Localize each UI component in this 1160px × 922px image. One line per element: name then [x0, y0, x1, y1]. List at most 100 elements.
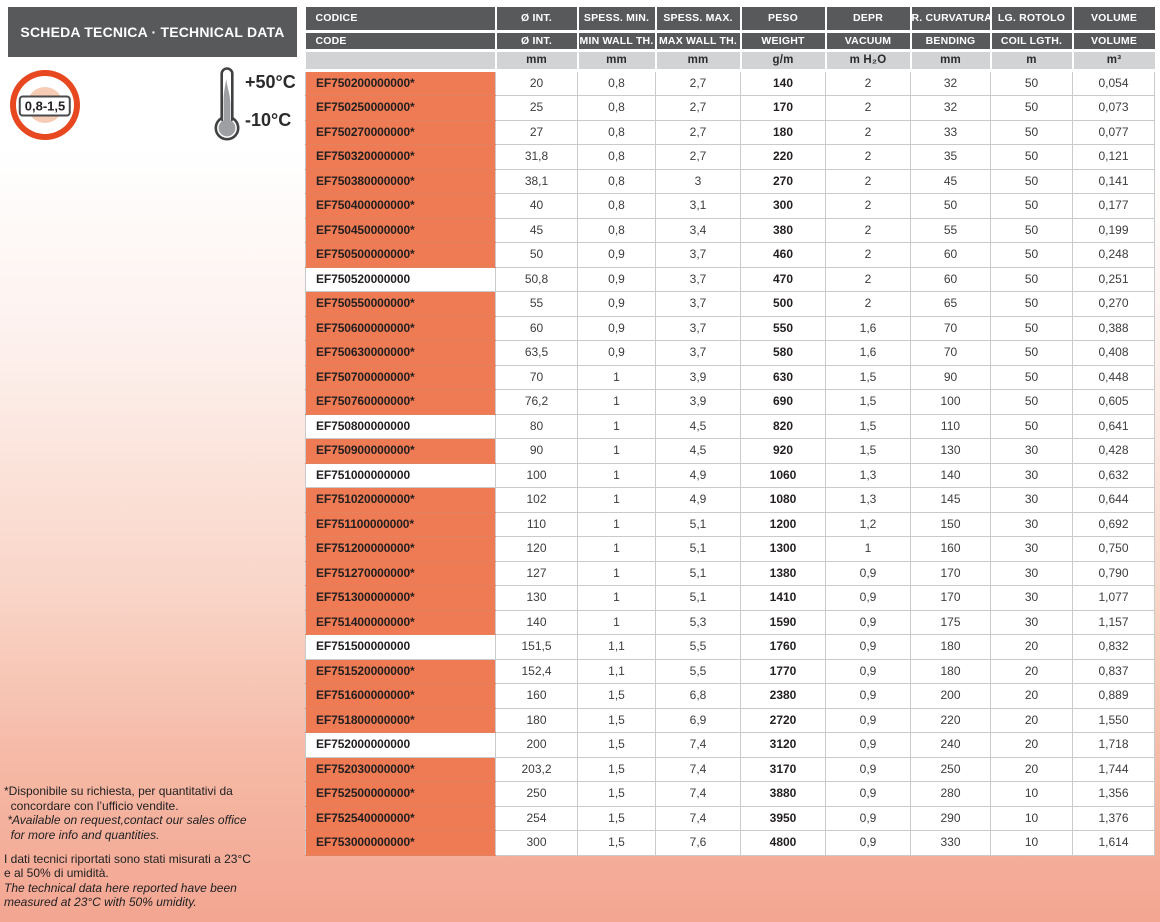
value-cell: 180	[910, 658, 991, 684]
code-cell: EF751270000000*	[305, 560, 496, 586]
code-cell: EF750500000000*	[305, 242, 496, 268]
value-cell: 33	[910, 119, 991, 145]
value-cell: 6,8	[655, 683, 741, 709]
value-cell: 30	[990, 585, 1073, 611]
table-row: EF751200000000* 120 1 5,1 1300 1 160 30 0,750	[305, 536, 1155, 562]
value-cell: 150	[910, 511, 991, 537]
value-cell: 50	[990, 291, 1073, 317]
unit-mm-2: mm	[576, 50, 656, 72]
value-cell: 76,2	[495, 389, 578, 415]
table-body: EF750200000000* 20 0,8 2,7 140 2 32 50 0,054 EF75…	[305, 69, 1155, 856]
value-cell: 0,9	[825, 781, 911, 807]
value-cell: 2	[825, 193, 911, 219]
value-cell: 110	[495, 511, 578, 537]
value-cell: 30	[990, 462, 1073, 488]
value-cell: 127	[495, 560, 578, 586]
value-cell: 1590	[740, 609, 826, 635]
value-cell: 0,8	[577, 69, 656, 96]
value-cell: 1,5	[577, 781, 656, 807]
value-cell: 40	[495, 193, 578, 219]
value-cell: 270	[740, 168, 826, 194]
value-cell: 300	[495, 830, 578, 856]
value-cell: 0,9	[577, 291, 656, 317]
code-cell: EF751800000000*	[305, 707, 496, 733]
value-cell: 50	[990, 119, 1073, 145]
value-cell: 2	[825, 217, 911, 243]
table-row: EF750550000000* 55 0,9 3,7 500 2 65 50 0,270	[305, 291, 1155, 317]
value-cell: 3,1	[655, 193, 741, 219]
value-cell: 30	[990, 487, 1073, 513]
value-cell: 50	[495, 242, 578, 268]
value-cell: 4,9	[655, 487, 741, 513]
col-header-spess-max: SPESS. MAX.	[654, 7, 741, 33]
value-cell: 140	[740, 69, 826, 96]
value-cell: 1770	[740, 658, 826, 684]
value-cell: 20	[990, 732, 1073, 758]
col-header-volume: VOLUME	[1071, 7, 1155, 33]
value-cell: 0,832	[1072, 634, 1155, 660]
code-cell: EF750250000000*	[305, 95, 496, 121]
value-cell: 290	[910, 805, 991, 831]
code-cell: EF751400000000*	[305, 609, 496, 635]
value-cell: 1,5	[577, 756, 656, 782]
table-row: EF751020000000* 102 1 4,9 1080 1,3 145 30 0,644	[305, 487, 1155, 513]
value-cell: 0,408	[1072, 340, 1155, 366]
value-cell: 45	[910, 168, 991, 194]
value-cell: 0,790	[1072, 560, 1155, 586]
value-cell: 50	[990, 217, 1073, 243]
value-cell: 0,9	[577, 242, 656, 268]
value-cell: 170	[910, 585, 991, 611]
code-cell: EF751000000000	[305, 462, 496, 488]
value-cell: 3,7	[655, 291, 741, 317]
value-cell: 50	[990, 242, 1073, 268]
value-cell: 70	[495, 364, 578, 390]
value-cell: 0,270	[1072, 291, 1155, 317]
value-cell: 2,7	[655, 119, 741, 145]
value-cell: 102	[495, 487, 578, 513]
code-cell: EF753000000000*	[305, 830, 496, 856]
value-cell: 90	[495, 438, 578, 464]
value-cell: 3,7	[655, 340, 741, 366]
table-row: EF751500000000 151,5 1,1 5,5 1760 0,9 180 20 0,8…	[305, 634, 1155, 660]
table-row: EF751800000000* 180 1,5 6,9 2720 0,9 220 20 1,55…	[305, 707, 1155, 733]
code-cell: EF752540000000*	[305, 805, 496, 831]
value-cell: 2	[825, 119, 911, 145]
value-cell: 470	[740, 266, 826, 292]
code-cell: EF750630000000*	[305, 340, 496, 366]
value-cell: 38,1	[495, 168, 578, 194]
value-cell: 30	[990, 536, 1073, 562]
value-cell: 140	[495, 609, 578, 635]
col-header-weight: WEIGHT	[739, 31, 826, 52]
value-cell: 5,1	[655, 560, 741, 586]
value-cell: 1,5	[825, 413, 911, 439]
value-cell: 460	[740, 242, 826, 268]
value-cell: 0,9	[825, 756, 911, 782]
value-cell: 1,3	[825, 462, 911, 488]
code-cell: EF750450000000*	[305, 217, 496, 243]
value-cell: 203,2	[495, 756, 578, 782]
value-cell: 0,8	[577, 95, 656, 121]
value-cell: 2,7	[655, 95, 741, 121]
code-cell: EF750270000000*	[305, 119, 496, 145]
value-cell: 50	[990, 69, 1073, 96]
table-row: EF750900000000* 90 1 4,5 920 1,5 130 30 0,428	[305, 438, 1155, 464]
value-cell: 690	[740, 389, 826, 415]
value-cell: 7,4	[655, 756, 741, 782]
value-cell: 0,605	[1072, 389, 1155, 415]
value-cell: 30	[990, 560, 1073, 586]
value-cell: 1	[577, 364, 656, 390]
table-row: EF751600000000* 160 1,5 6,8 2380 0,9 200 20 0,88…	[305, 683, 1155, 709]
value-cell: 1,5	[577, 707, 656, 733]
value-cell: 1300	[740, 536, 826, 562]
value-cell: 1	[577, 413, 656, 439]
code-cell: EF751600000000*	[305, 683, 496, 709]
table-row: EF750250000000* 25 0,8 2,7 170 2 32 50 0,073	[305, 95, 1155, 121]
code-cell: EF752000000000	[305, 732, 496, 758]
value-cell: 1,157	[1072, 609, 1155, 635]
value-cell: 100	[495, 462, 578, 488]
value-cell: 50	[990, 315, 1073, 341]
table-row: EF750700000000* 70 1 3,9 630 1,5 90 50 0,448	[305, 364, 1155, 390]
pressure-range-icon: 0,8-1,5	[10, 70, 80, 140]
value-cell: 0,177	[1072, 193, 1155, 219]
value-cell: 20	[990, 707, 1073, 733]
